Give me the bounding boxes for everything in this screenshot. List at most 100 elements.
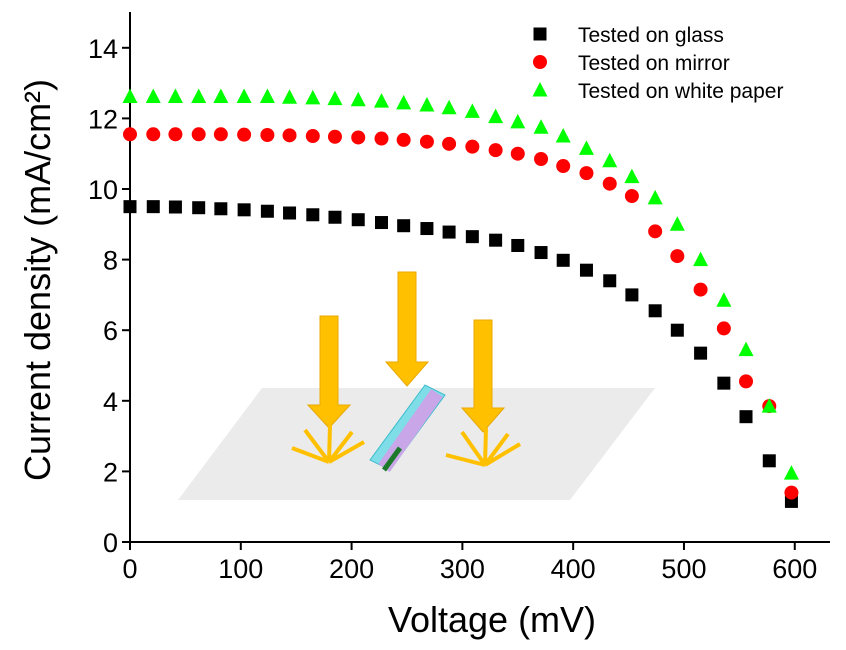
data-point — [602, 153, 617, 168]
x-tick-label: 0 — [122, 554, 137, 584]
data-point — [213, 89, 228, 104]
data-point — [535, 246, 548, 259]
data-point — [351, 130, 365, 144]
data-point — [168, 127, 182, 141]
data-point — [123, 127, 137, 141]
data-point — [238, 203, 251, 216]
data-point — [670, 216, 685, 231]
data-point — [670, 249, 684, 263]
data-point — [191, 89, 206, 104]
data-point — [489, 234, 502, 247]
data-point — [397, 133, 411, 147]
data-point — [556, 128, 571, 143]
data-point — [579, 140, 594, 155]
data-point — [740, 410, 753, 423]
data-point — [466, 230, 479, 243]
data-point — [694, 347, 707, 360]
data-point — [237, 128, 251, 142]
data-point — [694, 283, 708, 297]
data-point — [739, 342, 754, 357]
y-tick-label: 10 — [88, 175, 118, 205]
legend-marker — [533, 82, 548, 97]
data-point — [625, 189, 639, 203]
data-point — [420, 135, 434, 149]
data-point — [261, 205, 274, 218]
data-point — [168, 89, 183, 104]
data-point — [534, 152, 548, 166]
data-point — [374, 93, 389, 108]
data-point — [510, 114, 525, 128]
data-point — [739, 374, 753, 388]
x-tick-label: 600 — [772, 554, 817, 584]
data-point — [283, 128, 297, 142]
y-tick-label: 0 — [103, 528, 118, 558]
data-point — [192, 201, 205, 214]
data-point — [420, 222, 433, 235]
x-tick-label: 400 — [551, 554, 596, 584]
y-tick-label: 12 — [88, 104, 118, 134]
data-point — [511, 147, 525, 161]
y-tick-label: 8 — [103, 246, 118, 276]
data-point — [396, 95, 411, 110]
data-point — [351, 92, 366, 107]
data-point — [511, 239, 524, 252]
data-point — [465, 140, 479, 154]
data-point — [147, 200, 160, 213]
data-point — [282, 89, 297, 104]
data-point — [649, 304, 662, 317]
legend-marker — [533, 55, 547, 69]
data-point — [556, 159, 570, 173]
data-point — [214, 202, 227, 215]
data-point — [625, 288, 638, 301]
data-point — [169, 201, 182, 214]
x-tick-label: 300 — [440, 554, 485, 584]
data-point — [489, 143, 503, 157]
data-point — [283, 207, 296, 220]
data-point — [352, 213, 365, 226]
data-point — [603, 177, 617, 191]
y-tick-label: 4 — [103, 387, 118, 417]
data-point — [717, 377, 730, 390]
data-point — [306, 129, 320, 143]
x-tick-label: 500 — [661, 554, 706, 584]
data-point — [443, 226, 456, 239]
legend-label: Tested on white paper — [578, 80, 783, 103]
data-point — [327, 91, 342, 106]
data-point — [214, 127, 228, 141]
data-point — [580, 264, 593, 277]
data-point — [716, 292, 731, 307]
data-point — [305, 90, 320, 105]
y-tick-label: 14 — [88, 34, 118, 64]
x-axis-title: Voltage (mV) — [388, 599, 596, 640]
data-point — [146, 127, 160, 141]
y-axis-title: Current density (mA/cm²) — [17, 79, 58, 481]
data-point — [124, 200, 137, 213]
data-point — [237, 89, 252, 104]
data-point — [784, 465, 799, 480]
page: {"chart_data": {"type": "scatter", "x_la… — [0, 0, 846, 650]
data-point — [442, 100, 457, 115]
data-point — [648, 190, 663, 205]
data-point — [465, 103, 480, 118]
data-point — [419, 97, 434, 112]
legend-label: Tested on mirror — [578, 52, 730, 75]
data-point — [123, 89, 138, 104]
data-point — [442, 137, 456, 151]
data-point — [260, 128, 274, 142]
data-point — [784, 486, 798, 500]
data-point — [534, 119, 549, 134]
data-point — [260, 89, 275, 104]
data-point — [375, 132, 389, 146]
data-point — [146, 89, 161, 104]
data-point — [488, 109, 503, 124]
data-point — [717, 321, 731, 335]
inset-illustration — [178, 272, 655, 500]
x-tick-label: 200 — [329, 554, 374, 584]
data-point — [397, 219, 410, 232]
data-point — [763, 454, 776, 467]
data-point — [328, 211, 341, 224]
data-point — [671, 324, 684, 337]
data-point — [375, 216, 388, 229]
data-point — [557, 254, 570, 267]
y-tick-label: 2 — [103, 457, 118, 487]
